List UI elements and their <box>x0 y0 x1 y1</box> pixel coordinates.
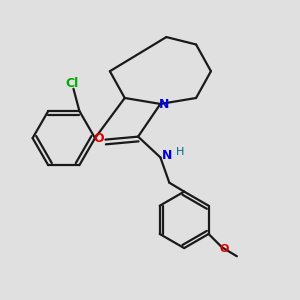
Text: O: O <box>94 132 104 145</box>
Text: N: N <box>159 98 169 111</box>
Text: N: N <box>162 148 172 162</box>
Text: Cl: Cl <box>65 77 79 90</box>
Text: O: O <box>220 244 229 254</box>
Text: H: H <box>176 147 184 157</box>
